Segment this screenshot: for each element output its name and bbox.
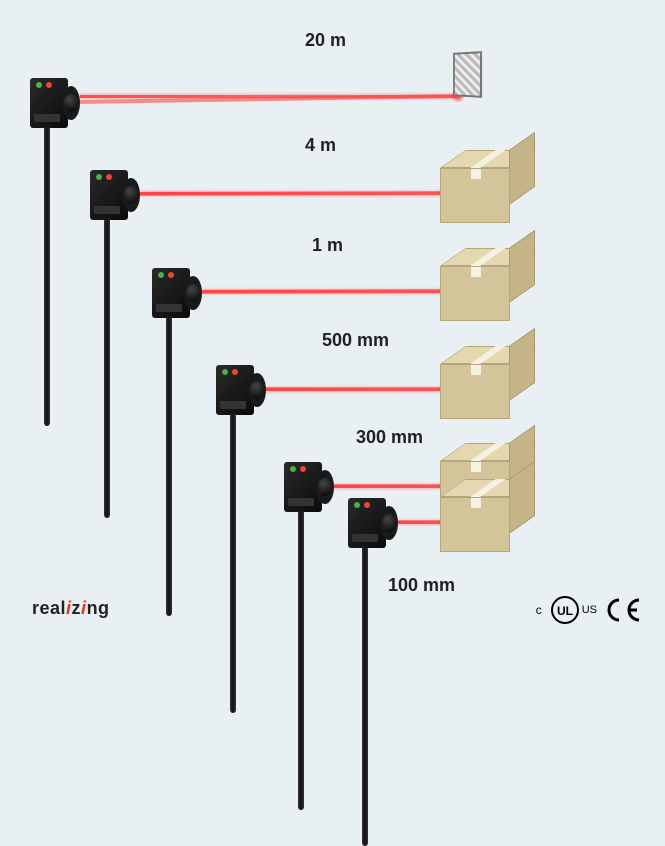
ul-prefix: c: [536, 603, 542, 617]
sensor-body: [90, 170, 128, 220]
logo-seg1: real: [32, 598, 66, 618]
sensor-led-green: [36, 82, 42, 88]
logo-seg3: ng: [87, 598, 110, 618]
distance-label: 500 mm: [322, 330, 389, 351]
box-front: [440, 266, 510, 321]
distance-label: 300 mm: [356, 427, 423, 448]
sensor-rating-label: [220, 401, 246, 409]
sensor-body: [348, 498, 386, 548]
sensor-led-green: [222, 369, 228, 375]
box-tape: [471, 498, 481, 508]
photoelectric-sensor: [30, 78, 68, 128]
sensor-led-red: [168, 272, 174, 278]
sensor-led-green: [354, 502, 360, 508]
sensor-cable: [166, 316, 172, 616]
sensor-lens: [124, 186, 138, 204]
sensor-rating-label: [352, 534, 378, 542]
svg-text:UL: UL: [557, 604, 573, 618]
box-side: [509, 328, 535, 401]
sensor-led-green: [158, 272, 164, 278]
laser-beam: [398, 521, 443, 524]
photoelectric-sensor: [284, 462, 322, 512]
sensor-led-red: [106, 174, 112, 180]
distance-label: 1 m: [312, 235, 343, 256]
logo-seg2: z: [72, 598, 82, 618]
laser-beam: [202, 290, 443, 293]
sensor-lens: [250, 381, 264, 399]
photoelectric-sensor: [348, 498, 386, 548]
laser-beam: [334, 485, 443, 488]
photoelectric-sensor: [216, 365, 254, 415]
sensor-rating-label: [288, 498, 314, 506]
box-front: [440, 497, 510, 552]
sensor-cable: [230, 413, 236, 713]
sensor-led-red: [364, 502, 370, 508]
box-side: [509, 230, 535, 303]
box-side: [509, 132, 535, 205]
box-tape: [471, 365, 481, 375]
sensor-led-red: [232, 369, 238, 375]
reflector-surface: [453, 51, 482, 98]
sensor-lens: [318, 478, 332, 496]
laser-beam: [80, 95, 456, 98]
sensor-cable: [44, 126, 50, 426]
target-box: [440, 266, 510, 321]
laser-beam: [140, 192, 443, 195]
ce-mark-icon: [605, 596, 645, 624]
reflector-target: [452, 52, 482, 97]
sensor-lens: [186, 284, 200, 302]
certification-badges: c UL US: [536, 595, 645, 625]
sensor-body: [284, 462, 322, 512]
distance-label: 4 m: [305, 135, 336, 156]
sensor-rating-label: [34, 114, 60, 122]
target-box: [440, 364, 510, 419]
ul-mark-icon: UL: [550, 595, 580, 625]
box-front: [440, 364, 510, 419]
target-box: [440, 168, 510, 223]
box-tape: [471, 267, 481, 277]
sensor-led-red: [46, 82, 52, 88]
box-tape: [471, 169, 481, 179]
sensor-rating-label: [156, 304, 182, 312]
laser-beam: [266, 388, 443, 391]
box-tape: [471, 462, 481, 472]
sensor-cable: [104, 218, 110, 518]
photoelectric-sensor: [152, 268, 190, 318]
sensor-body: [30, 78, 68, 128]
sensor-lens: [64, 94, 78, 112]
distance-label: 100 mm: [388, 575, 455, 596]
brand-logo: realizing: [32, 598, 110, 619]
sensor-lens: [382, 514, 396, 532]
sensor-cable: [362, 546, 368, 846]
sensor-body: [152, 268, 190, 318]
box-front: [440, 168, 510, 223]
sensor-body: [216, 365, 254, 415]
sensor-led-green: [290, 466, 296, 472]
target-box: [440, 497, 510, 552]
sensor-led-red: [300, 466, 306, 472]
photoelectric-sensor: [90, 170, 128, 220]
ul-suffix: US: [582, 604, 597, 616]
sensor-cable: [298, 510, 304, 810]
distance-label: 20 m: [305, 30, 346, 51]
sensor-led-green: [96, 174, 102, 180]
sensor-rating-label: [94, 206, 120, 214]
